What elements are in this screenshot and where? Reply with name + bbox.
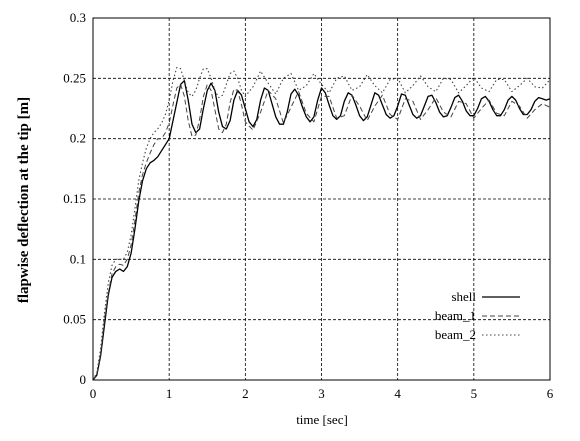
x-tick-label: 1 xyxy=(166,386,173,401)
y-tick-label: 0.1 xyxy=(70,251,86,266)
y-tick-label: 0.2 xyxy=(70,131,86,146)
x-axis-label: time [sec] xyxy=(296,412,348,427)
legend-label: beam_2 xyxy=(435,327,476,342)
x-tick-label: 5 xyxy=(471,386,478,401)
tick-labels: 0 1 2 3 4 5 6 0 0.05 0.1 0.15 0.2 0.25 0.3 xyxy=(63,10,554,401)
legend-label: beam_1 xyxy=(435,308,476,323)
y-tick-label: 0.25 xyxy=(63,70,86,85)
y-tick-label: 0.15 xyxy=(63,191,86,206)
x-tick-label: 0 xyxy=(90,386,97,401)
y-tick-label: 0.3 xyxy=(70,10,86,25)
series-line-beam-2 xyxy=(92,66,551,381)
grid xyxy=(93,18,550,380)
x-tick-label: 6 xyxy=(547,386,554,401)
plot-frame xyxy=(92,17,551,381)
y-tick-label: 0.05 xyxy=(63,312,86,327)
y-tick-label: 0 xyxy=(80,372,87,387)
series-lines xyxy=(92,66,551,381)
legend: shell beam_1 beam_2 xyxy=(435,289,520,342)
x-tick-label: 4 xyxy=(394,386,401,401)
series-line-shell xyxy=(92,80,551,381)
x-tick-label: 3 xyxy=(318,386,325,401)
legend-label: shell xyxy=(451,289,476,304)
y-axis-label: flapwise deflection at the tip [m] xyxy=(16,97,32,303)
x-tick-label: 2 xyxy=(242,386,249,401)
series-line-beam-1 xyxy=(92,83,551,381)
